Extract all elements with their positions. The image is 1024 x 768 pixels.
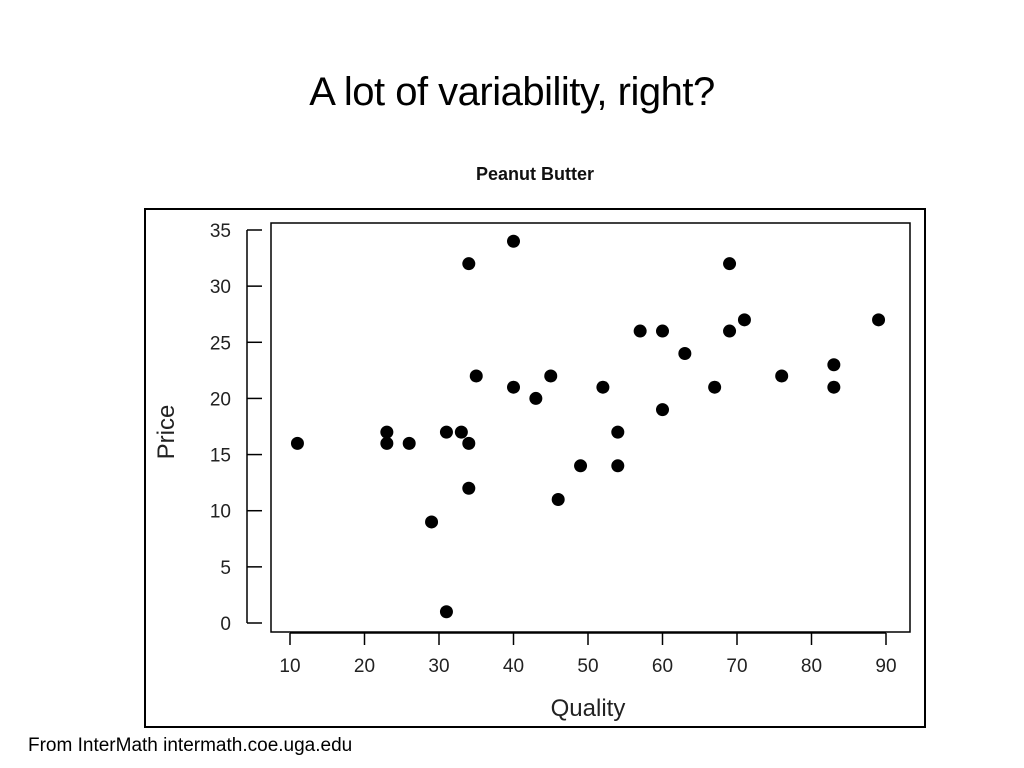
x-tick-label: 70 [726,656,747,677]
data-point [656,403,669,417]
data-point [574,459,588,473]
x-tick-label: 50 [577,656,598,677]
y-ticks: 0 5 10 15 20 25 30 35 [210,221,262,635]
data-points [290,234,886,619]
x-tick-label: 80 [801,656,822,677]
plot-area [270,222,911,633]
data-point [633,324,647,338]
y-tick-label: 35 [210,221,231,242]
y-tick-label: 15 [210,446,231,467]
x-ticks: 10 20 30 40 50 60 70 80 90 [279,633,897,677]
slide-title: A lot of variability, right? [309,70,715,114]
data-point [656,324,669,338]
x-tick-label: 90 [875,656,896,677]
x-tick-label: 60 [652,656,673,677]
data-point [544,369,558,383]
chart-title: Peanut Butter [476,164,594,184]
data-point [402,436,416,450]
x-tick-label: 10 [279,656,300,677]
data-point [529,391,543,405]
data-point [462,436,476,450]
data-point [469,369,483,383]
data-point [708,380,722,394]
data-point [775,369,789,383]
y-tick-label: 0 [220,614,231,635]
y-tick-label: 25 [210,333,231,354]
data-point [551,492,565,506]
data-point [462,481,476,495]
data-point [439,605,453,619]
data-point [507,234,520,248]
data-point [737,313,751,327]
data-point [439,425,453,439]
data-point [827,358,841,372]
x-tick-label: 30 [428,656,449,677]
y-tick-label: 10 [210,502,231,523]
source-credit: From InterMath intermath.coe.uga.edu [28,735,353,756]
data-point [380,436,394,450]
data-point [611,459,625,473]
y-tick-label: 20 [210,389,231,410]
x-tick-label: 40 [503,656,524,677]
data-point [611,425,625,439]
data-point [723,257,737,271]
x-tick-label: 20 [354,656,375,677]
y-tick-label: 5 [220,558,231,579]
y-axis-label: Price [153,405,180,460]
data-point [723,324,737,338]
data-point [827,380,841,394]
data-point [507,380,520,394]
x-axis-label: Quality [551,695,626,722]
y-tick-label: 30 [210,277,231,298]
data-point [425,515,439,529]
data-point [290,436,304,450]
data-point [380,425,394,439]
data-point [454,425,468,439]
data-point [872,313,886,327]
data-point [596,380,610,394]
data-point [462,257,476,271]
data-point [678,347,692,361]
